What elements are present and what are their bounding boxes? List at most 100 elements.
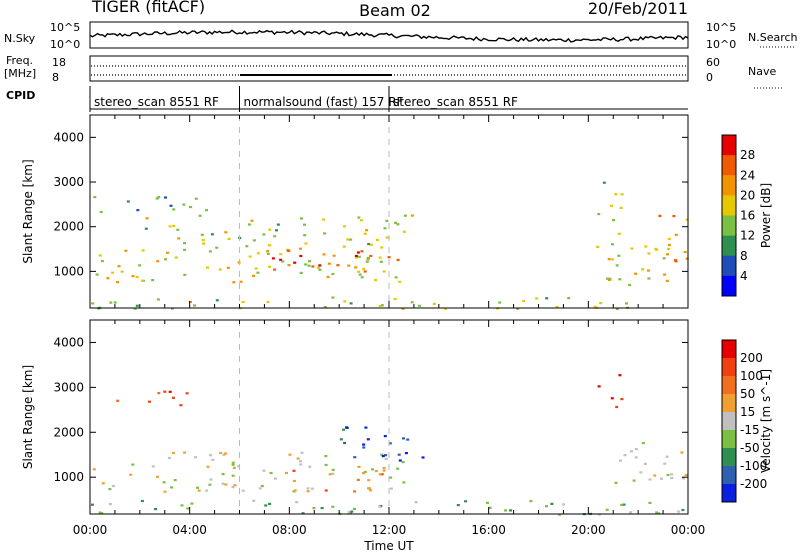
data-cell [382, 466, 386, 470]
y-tick-label: 2000 [53, 220, 84, 234]
data-cell [151, 279, 155, 282]
data-cell [665, 279, 669, 282]
nsky-label: N.Sky [4, 32, 36, 45]
data-cell [124, 249, 128, 252]
data-cell [116, 399, 120, 402]
data-cell [326, 275, 330, 279]
freq-panel: Freq. [MHz] 18 8 60 0 Nave [4, 54, 782, 89]
colorbar-swatch [722, 195, 736, 216]
data-cell [345, 426, 348, 429]
data-cell [384, 457, 388, 461]
data-cell [402, 481, 406, 484]
x-tick-label: 16:00 [471, 523, 506, 537]
data-cell [170, 486, 174, 489]
data-cell [267, 265, 271, 268]
data-cell [354, 254, 358, 257]
data-cell [209, 478, 213, 481]
data-cell [252, 239, 256, 242]
data-cell [597, 385, 601, 388]
y-tick-label: 3000 [53, 175, 84, 189]
data-cell [363, 232, 367, 235]
data-cell [545, 505, 548, 508]
cpid-segment-label: normalsound (fast) 157 RF [244, 95, 404, 109]
data-cell [343, 300, 347, 303]
beam-title: Beam 02 [359, 1, 431, 20]
data-cell [144, 227, 148, 230]
data-cell [331, 468, 335, 471]
station-title: TIGER (fitACF) [91, 0, 205, 16]
data-cell [366, 438, 370, 441]
colorbar-tick-label: 28 [740, 148, 755, 162]
colorbar-tick-label: -15 [740, 423, 760, 437]
y-tick-label: 3000 [53, 380, 84, 394]
data-cell [303, 234, 307, 237]
cpid-label: CPID [6, 89, 35, 102]
data-cell [215, 246, 219, 249]
y-tick-label: 1000 [53, 470, 84, 484]
data-cell [374, 470, 378, 473]
data-cell [622, 503, 626, 506]
data-cell [292, 469, 296, 472]
data-cell [201, 239, 205, 242]
data-cell [634, 272, 637, 275]
data-cell [224, 483, 228, 486]
data-cell [342, 428, 346, 431]
data-cell [197, 489, 201, 492]
data-cell [209, 454, 213, 457]
data-cell [164, 258, 168, 261]
data-cell [198, 214, 202, 217]
data-cell [674, 233, 678, 236]
data-cell [385, 219, 389, 222]
data-cell [647, 252, 651, 255]
data-cell [292, 479, 296, 483]
data-cell [101, 482, 105, 485]
data-cell [599, 302, 603, 305]
data-cell [657, 512, 661, 515]
nave-tick-bottom: 0 [706, 71, 713, 84]
colorbar-swatch [722, 358, 736, 377]
data-cell [363, 470, 367, 474]
data-cell [614, 481, 618, 484]
data-cell [247, 223, 251, 226]
data-cell [353, 456, 357, 459]
data-cell [172, 208, 176, 211]
data-cell [109, 301, 113, 304]
data-cell [227, 237, 231, 240]
data-cell [233, 484, 237, 487]
data-cell [666, 253, 669, 256]
x-tick-label: 08:00 [272, 523, 307, 537]
data-cell [660, 477, 663, 480]
data-cell [281, 260, 285, 263]
data-cell [177, 237, 181, 240]
colorbar-label: Velocity [m s^-1] [759, 369, 773, 473]
data-cell [189, 300, 192, 303]
data-cell [239, 280, 243, 283]
data-cell [615, 405, 619, 409]
data-cell [210, 233, 214, 236]
data-cell [509, 509, 512, 512]
data-cell [617, 232, 621, 235]
colorbar-tick-label: -50 [740, 441, 760, 455]
data-cell [308, 260, 311, 263]
data-cell [406, 438, 410, 441]
data-cell [274, 477, 277, 480]
colorbar-tick-label: 4 [740, 269, 748, 283]
data-cell [174, 256, 178, 259]
data-cell [486, 501, 489, 504]
data-cell [231, 474, 235, 477]
data-cell [394, 276, 398, 279]
data-cell [380, 453, 384, 456]
data-cell [630, 450, 633, 453]
y-tick-label: 1000 [53, 264, 84, 278]
data-cell [350, 510, 354, 513]
data-cell [380, 304, 384, 307]
colorbar-label: Power [dB] [759, 183, 773, 248]
data-cell [378, 473, 382, 476]
date-title: 20/Feb/2011 [588, 0, 688, 18]
data-cell [91, 302, 95, 305]
data-cell [639, 471, 643, 474]
data-cell [318, 264, 322, 267]
nsky-trace [89, 29, 689, 43]
data-cell [111, 271, 115, 274]
data-cell [328, 473, 332, 476]
